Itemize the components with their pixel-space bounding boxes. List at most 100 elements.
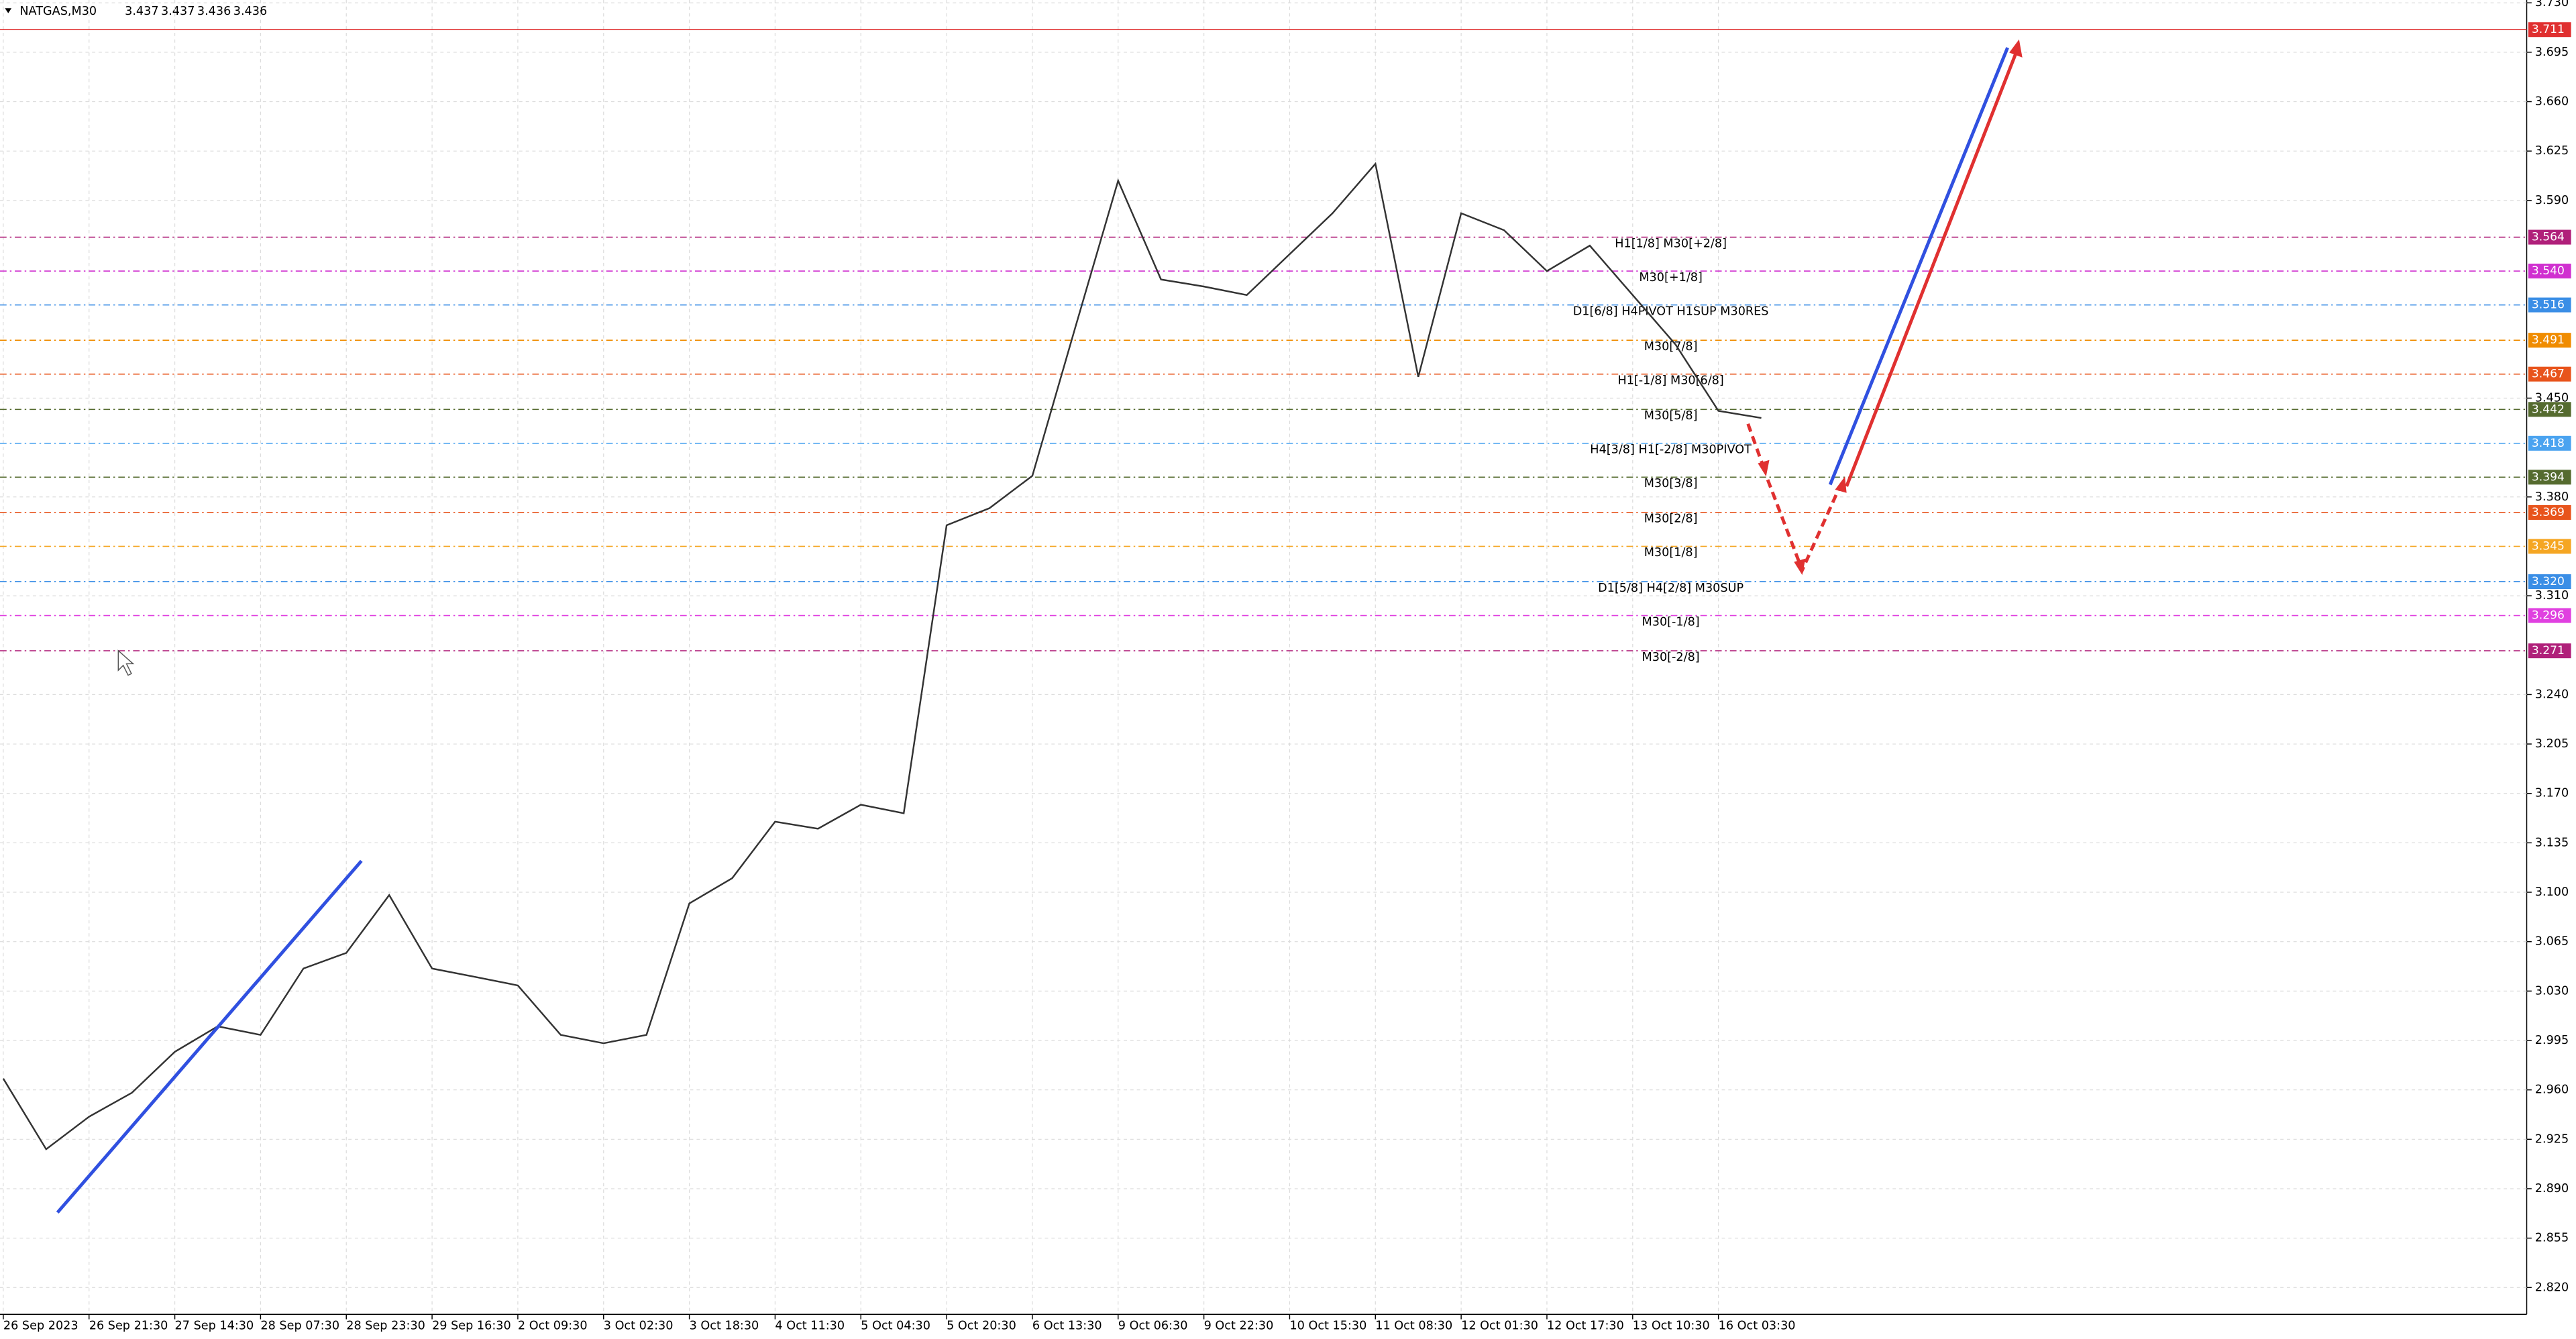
price-tag-label: 3.345 xyxy=(2532,539,2565,553)
price-tag xyxy=(2528,297,2571,313)
ohlc-value: 3.436 xyxy=(197,5,231,18)
price-tag xyxy=(2528,435,2571,451)
y-tick-label: 3.100 xyxy=(2535,886,2569,899)
arrowhead xyxy=(1794,558,1806,576)
arrowhead xyxy=(2009,39,2023,58)
annotations xyxy=(56,39,2023,1214)
price-tag xyxy=(2528,539,2571,554)
y-tick-label: 2.995 xyxy=(2535,1034,2569,1047)
y-tick-label: 3.695 xyxy=(2535,46,2569,59)
trend-line xyxy=(56,859,363,1214)
price-tag-label: 3.564 xyxy=(2532,231,2565,244)
x-tick-label: 16 Oct 03:30 xyxy=(1719,1319,1796,1332)
y-tick-label: 2.820 xyxy=(2535,1281,2569,1294)
price-tag xyxy=(2528,22,2571,38)
price-line xyxy=(2,162,1762,1150)
ohlc-value: 3.437 xyxy=(125,5,158,18)
level-label: H1[-1/8] M30[6/8] xyxy=(1617,374,1723,387)
level-label: M30[-2/8] xyxy=(1642,651,1700,664)
x-tick-label: 9 Oct 06:30 xyxy=(1118,1319,1188,1332)
forecast-up-blue xyxy=(1828,47,2009,486)
price-tag xyxy=(2528,366,2571,382)
level-label: M30[2/8] xyxy=(1644,513,1698,526)
level-label: M30[1/8] xyxy=(1644,546,1698,559)
x-tick-label: 12 Oct 01:30 xyxy=(1461,1319,1538,1332)
x-tick-label: 4 Oct 11:30 xyxy=(775,1319,845,1332)
x-tick-label: 3 Oct 18:30 xyxy=(690,1319,759,1332)
price-tag-label: 3.467 xyxy=(2532,368,2565,381)
price-tag xyxy=(2528,608,2571,623)
price-tag-label: 3.320 xyxy=(2532,575,2565,588)
price-tag xyxy=(2528,264,2571,279)
ohlc-value: 3.436 xyxy=(233,5,267,18)
menu-arrow[interactable] xyxy=(5,8,12,13)
x-tick-label: 29 Sep 16:30 xyxy=(432,1319,511,1332)
y-tick-label: 3.135 xyxy=(2535,836,2569,849)
y-tick-label: 2.960 xyxy=(2535,1083,2569,1097)
level-label: M30[+1/8] xyxy=(1639,271,1703,284)
price-tag-label: 3.418 xyxy=(2532,437,2565,450)
level-label: M30[3/8] xyxy=(1644,477,1698,490)
y-tick-label: 3.205 xyxy=(2535,737,2569,751)
y-tick-label: 3.170 xyxy=(2535,787,2569,800)
price-tag xyxy=(2528,643,2571,659)
price-tag-label: 3.540 xyxy=(2532,264,2565,278)
level-label: H1[1/8] M30[+2/8] xyxy=(1615,237,1727,250)
price-tag-label: 3.442 xyxy=(2532,403,2565,416)
x-tick-label: 9 Oct 22:30 xyxy=(1204,1319,1274,1332)
symbol: NATGAS,M30 xyxy=(19,5,97,18)
y-tick-label: 2.855 xyxy=(2535,1232,2569,1245)
price-tag xyxy=(2528,333,2571,348)
price-tag-label: 3.296 xyxy=(2532,609,2565,623)
price-tag xyxy=(2528,574,2571,590)
forecast-down xyxy=(1746,423,1766,471)
y-tick-label: 3.660 xyxy=(2535,95,2569,109)
price-tag xyxy=(2528,504,2571,520)
y-tick-label: 2.890 xyxy=(2535,1182,2569,1195)
y-tick-label: 3.450 xyxy=(2535,391,2569,405)
price-tag-label: 3.271 xyxy=(2532,644,2565,657)
forecast-up-red xyxy=(1845,48,2019,487)
y-tick-label: 3.380 xyxy=(2535,490,2569,504)
y-tick-label: 3.590 xyxy=(2535,194,2569,207)
level-label: M30[5/8] xyxy=(1644,409,1698,423)
level-label: H4[3/8] H1[-2/8] M30PIVOT xyxy=(1590,443,1752,457)
price-tag xyxy=(2528,470,2571,485)
arrowhead xyxy=(1758,460,1770,477)
y-tick-label: 2.925 xyxy=(2535,1132,2569,1146)
y-tick-label: 3.065 xyxy=(2535,935,2569,949)
x-tick-label: 11 Oct 08:30 xyxy=(1375,1319,1452,1332)
price-tag xyxy=(2528,229,2571,245)
y-tick-label: 3.310 xyxy=(2535,589,2569,602)
x-tick-label: 6 Oct 13:30 xyxy=(1032,1319,1102,1332)
ohlc-value: 3.437 xyxy=(161,5,195,18)
x-tick-label: 2 Oct 09:30 xyxy=(518,1319,588,1332)
x-tick-label: 28 Sep 07:30 xyxy=(260,1319,339,1332)
arrowhead xyxy=(1835,476,1847,493)
y-tick-label: 3.030 xyxy=(2535,984,2569,998)
cursor xyxy=(117,649,135,676)
x-tick-label: 27 Sep 14:30 xyxy=(175,1319,254,1332)
x-tick-label: 26 Sep 2023 xyxy=(3,1319,78,1332)
level-label: D1[6/8] H4PIVOT H1SUP M30RES xyxy=(1573,305,1769,318)
x-tick-label: 3 Oct 02:30 xyxy=(604,1319,674,1332)
x-tick-label: 10 Oct 15:30 xyxy=(1289,1319,1366,1332)
level-label: D1[5/8] H4[2/8] M30SUP xyxy=(1598,582,1743,595)
price-tag-label: 3.394 xyxy=(2532,470,2565,484)
y-tick-label: 3.625 xyxy=(2535,144,2569,158)
x-tick-label: 5 Oct 20:30 xyxy=(947,1319,1016,1332)
level-label: M30[-1/8] xyxy=(1642,615,1700,629)
x-tick-label: 13 Oct 10:30 xyxy=(1633,1319,1710,1332)
y-tick-label: 3.240 xyxy=(2535,688,2569,701)
level-label: M30[7/8] xyxy=(1644,340,1698,354)
price-tag xyxy=(2528,402,2571,417)
x-tick-label: 28 Sep 23:30 xyxy=(346,1319,425,1332)
price-tag-label: 3.491 xyxy=(2532,333,2565,347)
x-tick-label: 12 Oct 17:30 xyxy=(1547,1319,1624,1332)
price-tag-label: 3.516 xyxy=(2532,299,2565,312)
x-tick-label: 26 Sep 21:30 xyxy=(89,1319,168,1332)
price-tag-label: 3.369 xyxy=(2532,506,2565,519)
